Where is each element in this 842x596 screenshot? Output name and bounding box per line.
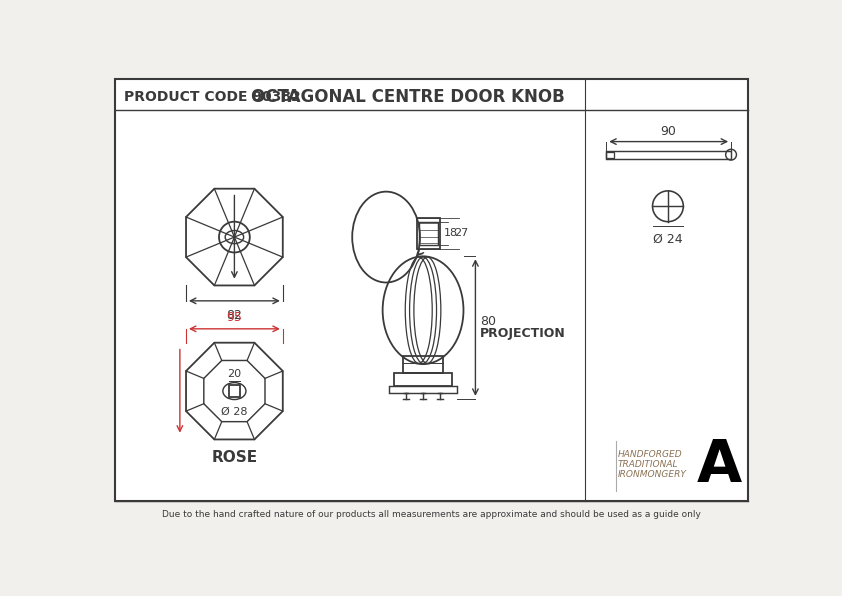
Text: ROSE: ROSE	[211, 450, 258, 465]
Text: 20: 20	[227, 369, 242, 379]
Bar	[394, 373, 452, 386]
Bar	[389, 386, 457, 393]
Text: OCTAGONAL CENTRE DOOR KNOB: OCTAGONAL CENTRE DOOR KNOB	[251, 88, 564, 106]
Text: 18: 18	[444, 228, 458, 238]
Bar	[606, 151, 731, 159]
Text: Due to the hand crafted nature of our products all measurements are approximate : Due to the hand crafted nature of our pr…	[163, 510, 701, 519]
Text: Ø 24: Ø 24	[653, 232, 683, 246]
Text: 82: 82	[226, 309, 242, 322]
Text: 80: 80	[480, 315, 496, 328]
Bar	[606, 151, 614, 158]
Text: 95: 95	[226, 311, 242, 324]
Text: Ø 28: Ø 28	[221, 406, 248, 417]
Text: HANDFORGED: HANDFORGED	[618, 450, 683, 459]
Text: PRODUCT CODE 90382: PRODUCT CODE 90382	[125, 90, 301, 104]
Bar	[417, 218, 440, 249]
Text: TRADITIONAL: TRADITIONAL	[618, 460, 679, 468]
Bar	[229, 385, 240, 397]
Text: A: A	[697, 437, 742, 494]
Bar	[419, 222, 438, 245]
Text: 90: 90	[661, 125, 677, 138]
Bar	[403, 356, 443, 373]
Text: PROJECTION: PROJECTION	[480, 327, 566, 340]
Text: IRONMONGERY: IRONMONGERY	[618, 470, 687, 479]
Text: 27: 27	[454, 228, 468, 238]
